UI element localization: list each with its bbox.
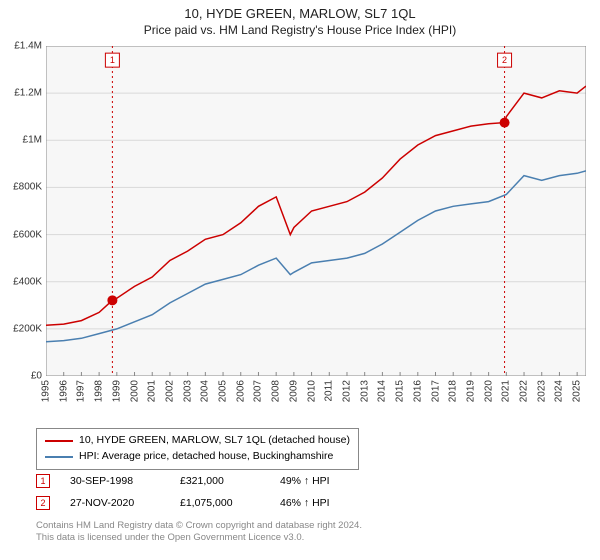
x-axis-label: 2010 [306, 380, 317, 402]
legend-label: 10, HYDE GREEN, MARLOW, SL7 1QL (detache… [79, 433, 350, 449]
event-pct: 46% ↑ HPI [280, 497, 380, 509]
event-row: 2 27-NOV-2020 £1,075,000 46% ↑ HPI [36, 492, 380, 514]
x-axis-label: 2015 [395, 380, 406, 402]
event-date: 30-SEP-1998 [70, 475, 180, 487]
x-axis-label: 2019 [465, 380, 476, 402]
x-axis-label: 2025 [572, 380, 583, 402]
x-axis-label: 2023 [536, 380, 547, 402]
event-badge: 2 [36, 496, 50, 510]
y-axis-label: £1.2M [14, 88, 42, 99]
x-axis-label: 1997 [76, 380, 87, 402]
y-axis-label: £600K [13, 229, 42, 240]
x-axis-label: 2006 [235, 380, 246, 402]
x-axis-label: 2003 [182, 380, 193, 402]
x-axis-label: 2008 [271, 380, 282, 402]
y-axis-label: £1.4M [14, 41, 42, 52]
y-axis-label: £1M [23, 135, 42, 146]
x-axis-label: 2024 [554, 380, 565, 402]
legend: 10, HYDE GREEN, MARLOW, SL7 1QL (detache… [36, 428, 359, 470]
x-axis-label: 1998 [94, 380, 105, 402]
chart-plot-area: 12 £0£200K£400K£600K£800K£1M£1.2M£1.4M19… [46, 46, 586, 376]
x-axis-label: 2001 [147, 380, 158, 402]
x-axis-label: 2016 [412, 380, 423, 402]
x-axis-label: 2009 [288, 380, 299, 402]
x-axis-label: 2002 [164, 380, 175, 402]
x-axis-label: 2014 [377, 380, 388, 402]
legend-item: HPI: Average price, detached house, Buck… [45, 449, 350, 465]
svg-text:2: 2 [502, 55, 507, 65]
x-axis-label: 2005 [218, 380, 229, 402]
svg-text:1: 1 [110, 55, 115, 65]
y-axis-label: £400K [13, 276, 42, 287]
x-axis-label: 1995 [41, 380, 52, 402]
legend-label: HPI: Average price, detached house, Buck… [79, 449, 333, 465]
event-row: 1 30-SEP-1998 £321,000 49% ↑ HPI [36, 470, 380, 492]
event-pct: 49% ↑ HPI [280, 475, 380, 487]
footnote-line: This data is licensed under the Open Gov… [36, 532, 362, 544]
chart-container: 10, HYDE GREEN, MARLOW, SL7 1QL Price pa… [0, 0, 600, 560]
x-axis-label: 2017 [430, 380, 441, 402]
chart-subtitle: Price paid vs. HM Land Registry's House … [0, 23, 600, 37]
y-axis-label: £800K [13, 182, 42, 193]
legend-item: 10, HYDE GREEN, MARLOW, SL7 1QL (detache… [45, 433, 350, 449]
x-axis-label: 2012 [341, 380, 352, 402]
event-price: £321,000 [180, 475, 280, 487]
event-badge: 1 [36, 474, 50, 488]
x-axis-label: 2020 [483, 380, 494, 402]
chart-title: 10, HYDE GREEN, MARLOW, SL7 1QL [0, 6, 600, 21]
x-axis-label: 1999 [111, 380, 122, 402]
x-axis-label: 2007 [253, 380, 264, 402]
legend-swatch [45, 456, 73, 458]
legend-swatch [45, 440, 73, 442]
x-axis-label: 2000 [129, 380, 140, 402]
title-block: 10, HYDE GREEN, MARLOW, SL7 1QL Price pa… [0, 0, 600, 37]
y-axis-label: £200K [13, 323, 42, 334]
x-axis-label: 1996 [58, 380, 69, 402]
footnote: Contains HM Land Registry data © Crown c… [36, 520, 362, 545]
x-axis-label: 2011 [324, 380, 335, 402]
x-axis-label: 2004 [200, 380, 211, 402]
x-axis-label: 2018 [448, 380, 459, 402]
footnote-line: Contains HM Land Registry data © Crown c… [36, 520, 362, 532]
chart-svg: 12 [46, 46, 586, 376]
event-table: 1 30-SEP-1998 £321,000 49% ↑ HPI 2 27-NO… [36, 470, 380, 514]
x-axis-label: 2013 [359, 380, 370, 402]
x-axis-label: 2021 [501, 380, 512, 402]
event-price: £1,075,000 [180, 497, 280, 509]
x-axis-label: 2022 [519, 380, 530, 402]
event-date: 27-NOV-2020 [70, 497, 180, 509]
